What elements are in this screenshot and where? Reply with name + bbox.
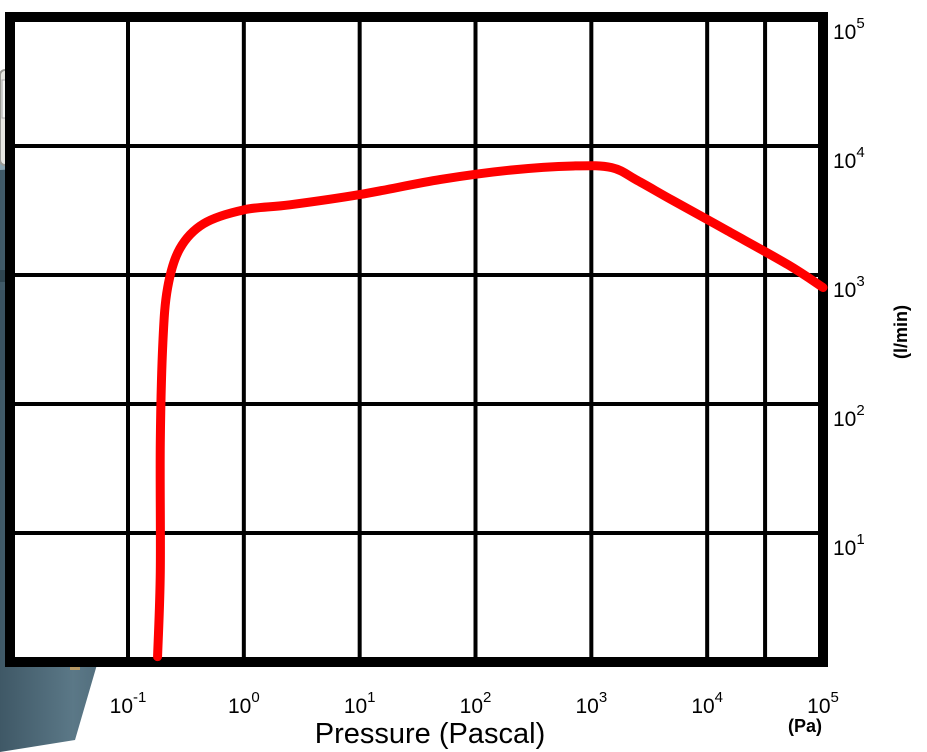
x-tick-label: 105 bbox=[807, 689, 839, 718]
x-axis-unit: (Pa) bbox=[788, 716, 822, 736]
y-tick-label: 105 bbox=[833, 15, 865, 44]
y-tick-labels: 101 102 103 104 105 bbox=[833, 15, 865, 560]
plot-area bbox=[10, 17, 823, 662]
y-tick-label: 101 bbox=[833, 531, 865, 560]
x-tick-label: 104 bbox=[691, 689, 723, 718]
x-tick-labels: 10-1 100 101 102 103 104 105 bbox=[110, 689, 839, 718]
y-axis-label: (l/min) bbox=[891, 305, 911, 359]
x-tick-label: 100 bbox=[228, 689, 260, 718]
x-tick-label: 10-1 bbox=[110, 689, 147, 718]
x-tick-label: 102 bbox=[460, 689, 492, 718]
x-tick-label: 101 bbox=[344, 689, 376, 718]
x-axis-label: Pressure (Pascal) bbox=[315, 718, 545, 750]
plot-frame bbox=[5, 12, 828, 667]
y-tick-label: 103 bbox=[833, 273, 865, 302]
x-tick-label: 103 bbox=[575, 689, 607, 718]
series-line bbox=[153, 161, 828, 662]
y-tick-label: 104 bbox=[833, 144, 865, 173]
y-tick-label: 102 bbox=[833, 402, 865, 431]
